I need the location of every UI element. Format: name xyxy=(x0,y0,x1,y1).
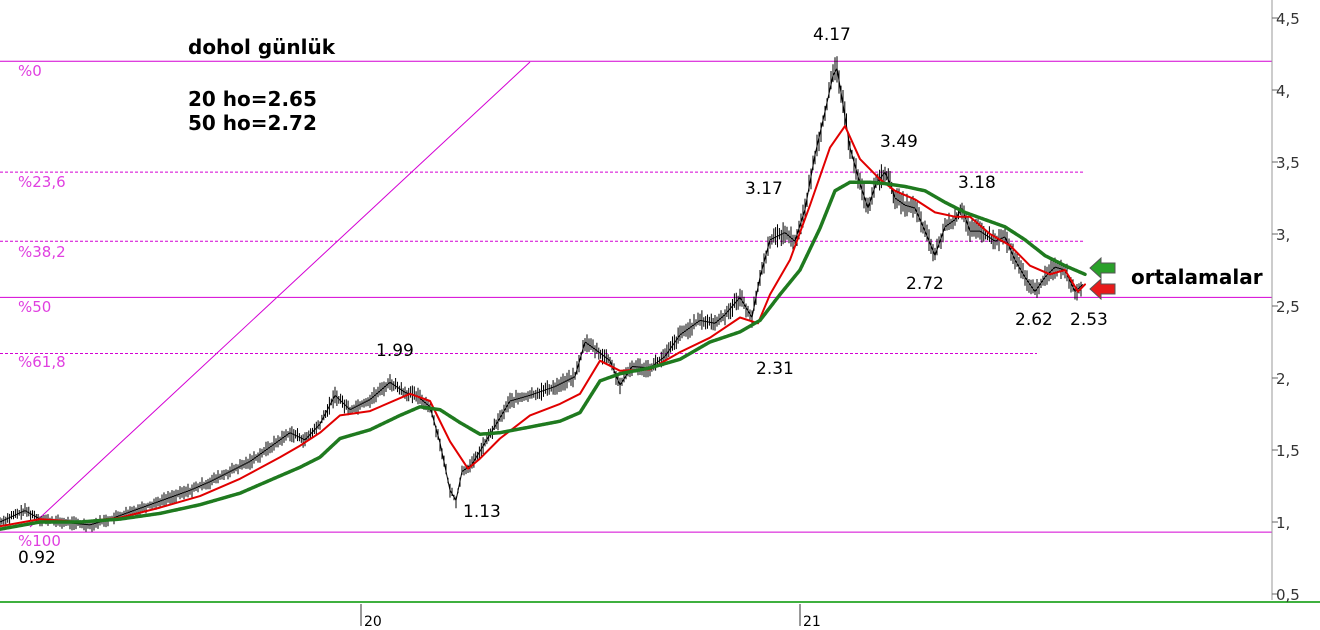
y-tick-label-2: 1,5 xyxy=(1276,442,1300,460)
annotation-4: 2.72 xyxy=(906,274,944,294)
annotation-7: 1.99 xyxy=(376,341,414,361)
y-tick-label-4: 2,5 xyxy=(1276,298,1300,316)
series-layer xyxy=(0,56,1087,532)
x-tick-label-1: 21 xyxy=(803,614,821,630)
annotation-9: 1.13 xyxy=(463,502,501,522)
fibonacci-levels: %0 %23,6 %38,2 %50 %61,8 %100 xyxy=(0,60,1272,550)
ma20-arrow-icon xyxy=(1089,277,1116,301)
fib-label-3: %50 xyxy=(18,298,51,316)
fib-label-0: %0 xyxy=(18,62,42,80)
annotation-0: 4.17 xyxy=(813,25,851,45)
ma50-arrow-icon xyxy=(1089,256,1116,280)
annotation-6: 2.53 xyxy=(1070,310,1108,330)
price-line xyxy=(0,66,1084,526)
ma50-line xyxy=(0,180,1087,531)
ma50-note: 50 ho=2.72 xyxy=(188,111,317,135)
annotation-5: 2.62 xyxy=(1015,310,1053,330)
annotation-2: 3.17 xyxy=(745,179,783,199)
x-tick-label-0: 20 xyxy=(364,614,382,630)
trend-line xyxy=(29,61,531,528)
y-tick-label-6: 3,5 xyxy=(1276,154,1300,172)
chart-title: dohol günlük xyxy=(188,35,336,59)
ma20-note: 20 ho=2.65 xyxy=(188,87,317,111)
y-tick-label-1: 1, xyxy=(1276,514,1290,532)
y-tick-label-8: 4,5 xyxy=(1276,10,1300,28)
ma20-line xyxy=(0,125,1086,528)
annotation-3: 3.18 xyxy=(958,173,996,193)
y-tick-label-3: 2, xyxy=(1276,370,1290,388)
y-tick-label-0: 0,5 xyxy=(1276,586,1300,604)
annotation-10: 0.92 xyxy=(18,548,56,568)
averages-label: ortalamalar xyxy=(1131,265,1263,289)
annotation-8: 2.31 xyxy=(756,359,794,379)
fib-label-4: %61,8 xyxy=(18,353,66,371)
annotation-1: 3.49 xyxy=(880,132,918,152)
annotations: 4.17 3.49 3.17 3.18 2.72 2.62 2.53 1.99 2.31 1.13… xyxy=(18,25,1108,568)
y-tick-label-7: 4, xyxy=(1276,82,1290,100)
legend-arrows xyxy=(1089,256,1116,301)
price-bars xyxy=(0,56,1082,532)
fib-label-2: %38,2 xyxy=(18,243,66,261)
y-tick-label-5: 3, xyxy=(1276,226,1290,244)
fib-label-5: %100 xyxy=(18,532,61,550)
fib-label-1: %23,6 xyxy=(18,173,66,191)
